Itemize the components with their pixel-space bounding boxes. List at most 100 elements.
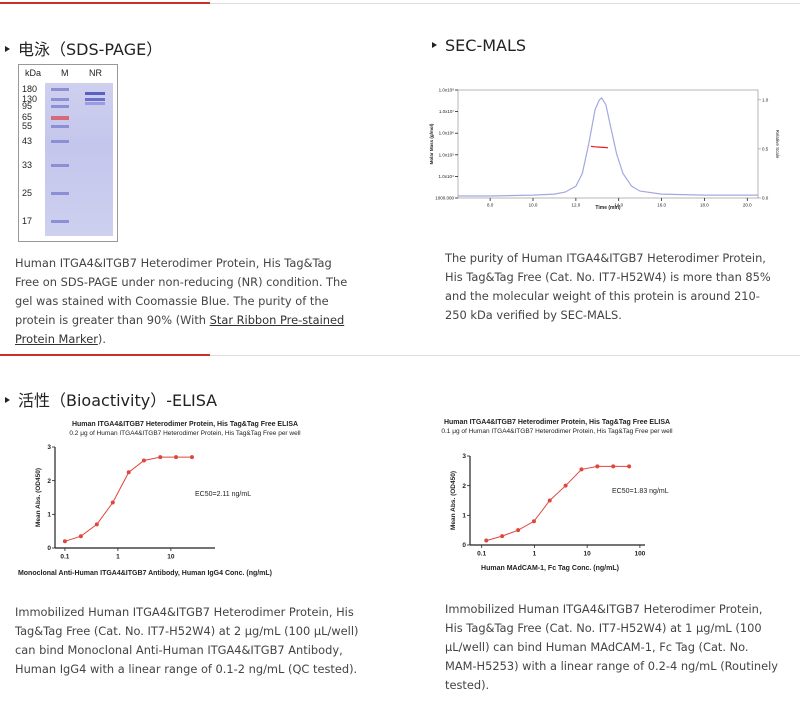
section-rule (0, 354, 800, 356)
marker-band (51, 140, 69, 143)
text: ). (97, 332, 106, 346)
data-point (547, 498, 552, 503)
y-tick-label: 1 (462, 513, 466, 520)
data-point (516, 528, 521, 533)
data-point (484, 538, 489, 543)
sec-chart: 8.0 10.0 12.0 14.0 16.0 18.0 20.0 1000.000 1.0x1… (429, 88, 780, 212)
y2-tick-label: 0.5 (762, 146, 769, 151)
x-tick-label: 0.1 (60, 554, 69, 561)
chart-subtitle: 0.1 μg of Human ITGA4&ITGB7 Heterodimer … (441, 428, 673, 435)
description: Immobilized Human ITGA4&ITGB7 Heterodime… (15, 605, 359, 676)
plot-frame (457, 89, 759, 199)
line-series (458, 96, 758, 197)
y-axis-label: Mean Abs. (OD450) (450, 471, 457, 530)
data-point (94, 522, 99, 527)
data-point (563, 483, 568, 488)
marker-band (51, 192, 69, 195)
data-point (579, 467, 584, 472)
y-tick-label: 1.0x10⁶ (439, 131, 455, 136)
section-title: SEC-MALS (432, 36, 526, 55)
data-point (611, 464, 616, 469)
data-point (62, 539, 67, 544)
x-axis-label: Time (min) (595, 205, 621, 211)
y-tick-label: 3 (462, 453, 466, 460)
x-tick-label: 1 (533, 551, 537, 558)
data-point (110, 500, 115, 505)
x-tick-label: 0.1 (477, 551, 486, 558)
x-axis-label: Human MAdCAM-1, Fc Tag Conc. (ng/mL) (481, 565, 619, 572)
y-tick-label: 1.0x10⁷ (439, 109, 455, 114)
x-tick-label: 10 (584, 551, 592, 558)
marker-band (51, 88, 69, 91)
y-axis-label: Mean Abs. (OD450) (35, 468, 42, 527)
data-point (141, 458, 146, 463)
chart-subtitle: 0.2 μg of Human ITGA4&ITGB7 Heterodimer … (69, 430, 301, 437)
sample-band (85, 92, 105, 95)
x-tick-label: 8.0 (487, 203, 494, 208)
marker-label: 55 (22, 121, 33, 131)
x-tick-label: 18.0 (700, 203, 709, 208)
marker-label: 43 (22, 136, 33, 146)
elisa-chart: Human ITGA4&ITGB7 Heterodimer Protein, H… (441, 419, 673, 572)
y2-tick-label: 1.0 (762, 97, 769, 102)
data-point (500, 534, 505, 539)
marker-band (51, 164, 69, 167)
lane-label: M (61, 68, 69, 78)
data-point (189, 455, 194, 460)
annotation: EC50=2.11 ng/mL (195, 491, 251, 498)
data-point (174, 455, 179, 460)
x-tick-label: 100 (634, 551, 645, 558)
marker-band (51, 116, 69, 120)
x-axis-label: Monoclonal Anti-Human ITGA4&ITGB7 Antibo… (18, 570, 272, 577)
gel-image: kDa M NR 180 130 95 65 55 43 33 25 17 (18, 64, 118, 242)
gel-body (45, 83, 113, 236)
x-tick-label: 10 (167, 554, 175, 561)
section-title: 活性（Bioactivity）-ELISA (5, 387, 217, 411)
x-tick-label: 16.0 (657, 203, 666, 208)
data-point (595, 464, 600, 469)
marker-label: 25 (22, 188, 33, 198)
marker-label: 180 (22, 84, 38, 94)
link[interactable]: Star Ribbon Pre-stained Protein Marker (15, 313, 345, 346)
data-point (126, 470, 131, 475)
description: Immobilized Human ITGA4&ITGB7 Heterodime… (445, 602, 778, 692)
data-point (78, 534, 83, 539)
data-point (158, 455, 163, 460)
x-tick-label: 14.0 (614, 203, 623, 208)
description: Human ITGA4&ITGB7 Heterodimer Protein, H… (15, 254, 357, 349)
line-series (486, 465, 630, 542)
marker-band (51, 220, 69, 223)
lane-label: kDa (25, 68, 42, 78)
marker-band (51, 98, 69, 101)
marker-label: 65 (22, 112, 33, 122)
line-series (64, 456, 192, 542)
y-tick-label: 1000.000 (435, 196, 454, 201)
line-series (590, 145, 609, 149)
elisa-chart: Human ITGA4&ITGB7 Heterodimer Protein, H… (18, 421, 301, 577)
sample-band (85, 98, 105, 101)
chart-title: Human ITGA4&ITGB7 Heterodimer Protein, H… (444, 419, 670, 426)
x-tick-label: 10.0 (529, 203, 538, 208)
description: The purity of Human ITGA4&ITGB7 Heterodi… (445, 251, 771, 322)
x-tick-label: 12.0 (571, 203, 580, 208)
marker-label: 17 (22, 216, 33, 226)
y-tick-label: 2 (47, 478, 51, 485)
marker-band (51, 125, 69, 128)
y2-axis-label: Relative Scale (775, 130, 780, 159)
annotation: EC50=1.83 ng/mL (612, 488, 669, 495)
y-tick-label: 0 (462, 542, 466, 549)
y-tick-label: 1.0x10⁴ (439, 174, 455, 179)
y-tick-label: 2 (462, 483, 466, 490)
section-title: 电泳（SDS-PAGE） (5, 36, 162, 60)
y-tick-label: 0 (47, 545, 51, 552)
data-point (627, 464, 632, 469)
marker-label: 130 (22, 94, 38, 104)
y-axis-label: Molar Mass (g/mol) (429, 123, 434, 164)
top-rule (0, 2, 800, 4)
y-tick-label: 1 (47, 512, 51, 519)
lane-label: NR (89, 68, 102, 78)
sample-band (85, 102, 105, 105)
marker-band (51, 105, 69, 108)
marker-label: 95 (22, 101, 33, 111)
